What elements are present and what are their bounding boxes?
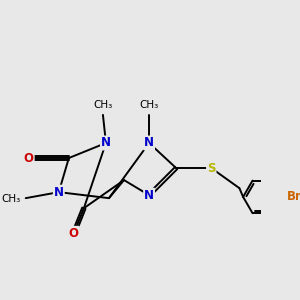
Text: N: N [144,136,154,149]
Text: Br: Br [287,190,300,203]
Text: O: O [24,152,34,164]
Text: CH₃: CH₃ [2,194,21,204]
Text: CH₃: CH₃ [140,100,159,110]
Text: N: N [144,189,154,202]
Text: O: O [69,227,79,240]
Text: CH₃: CH₃ [93,100,112,110]
Text: N: N [54,186,64,199]
Text: N: N [101,136,111,149]
Text: S: S [207,162,215,175]
